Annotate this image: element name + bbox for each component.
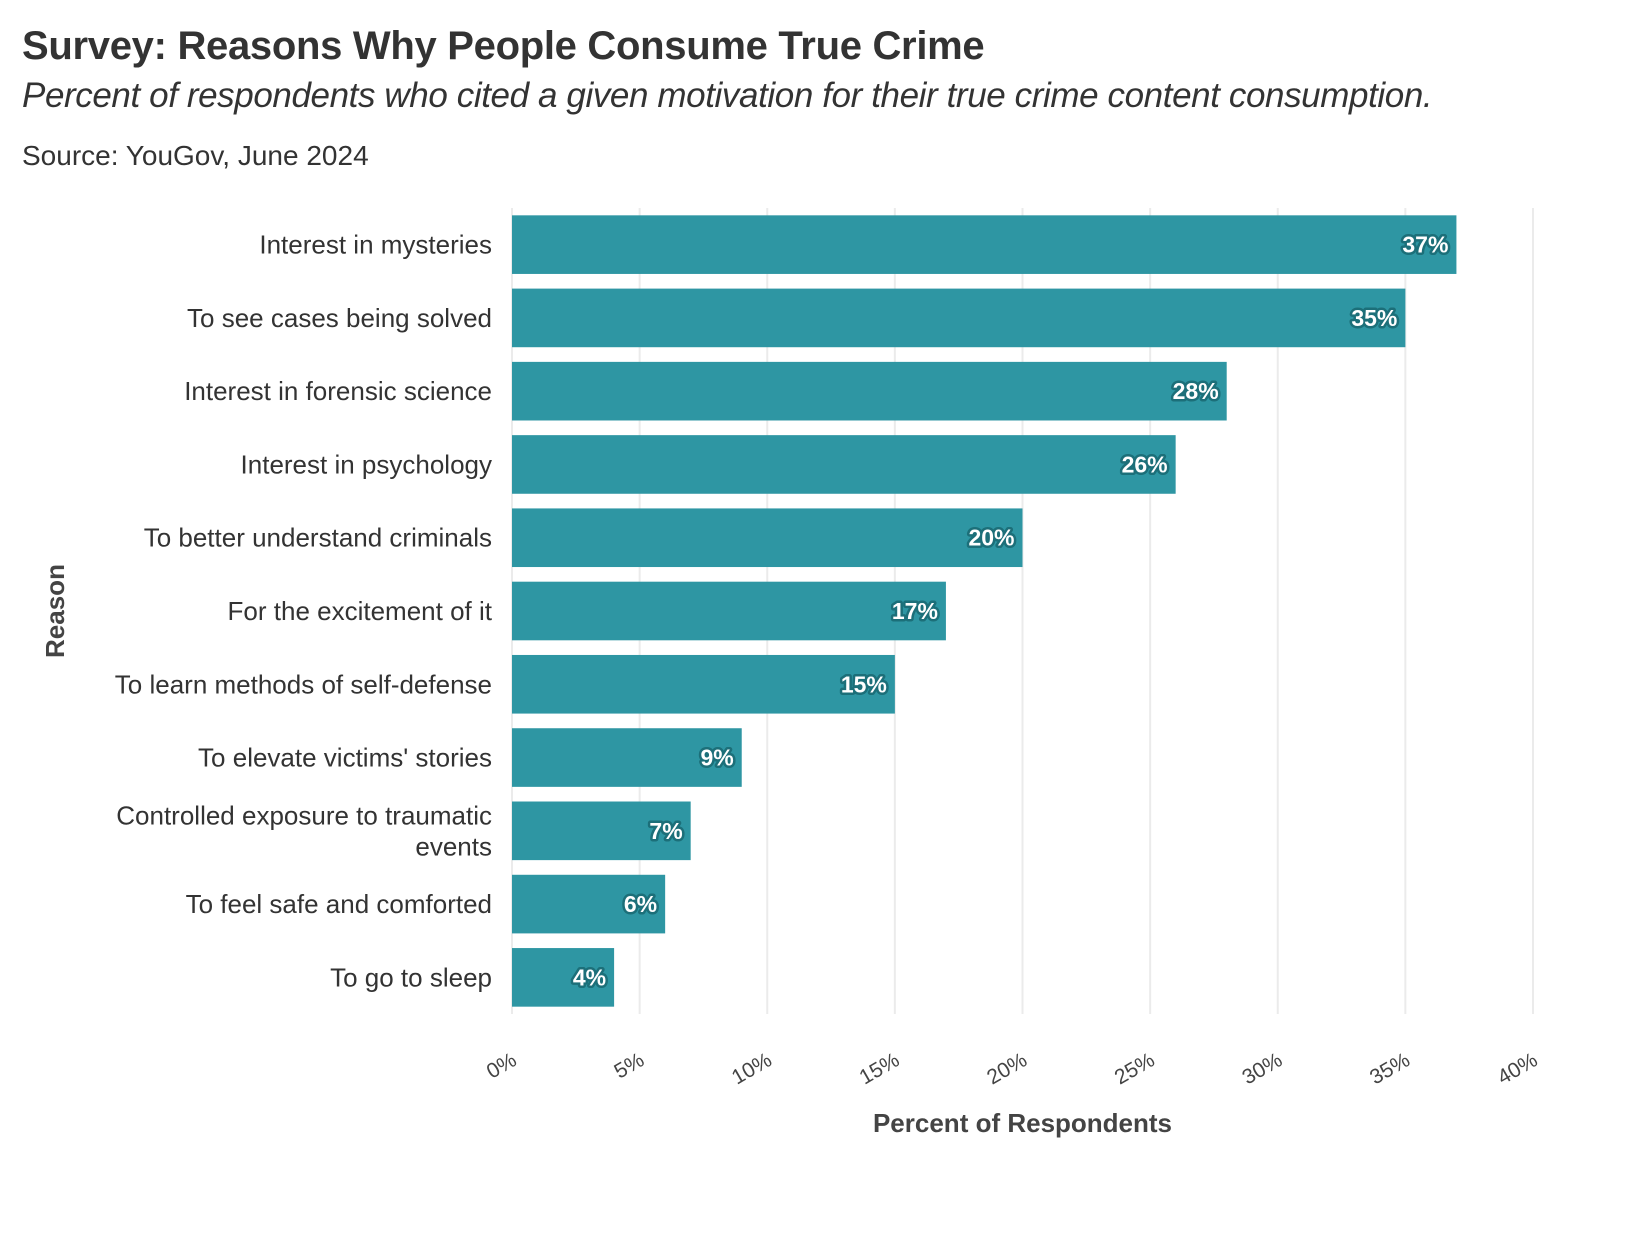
x-tick-label: 20%	[983, 1048, 1031, 1089]
bar	[512, 508, 1023, 568]
category-label: To learn methods of self-defense	[115, 669, 492, 699]
data-label: 28%	[1173, 378, 1219, 404]
bar	[512, 874, 666, 934]
chart-subtitle: Percent of respondents who cited a given…	[22, 76, 1433, 115]
data-label: 37%	[1402, 232, 1448, 258]
category-label: To better understand criminals	[144, 523, 492, 553]
category-label: To elevate victims' stories	[198, 743, 492, 773]
y-axis-title: Reason	[40, 564, 70, 658]
x-tick-label: 30%	[1238, 1048, 1286, 1089]
bar	[512, 801, 691, 861]
data-label: 15%	[841, 671, 887, 697]
bar	[512, 654, 895, 714]
data-label: 7%	[649, 818, 682, 844]
x-tick-label: 15%	[855, 1048, 903, 1089]
chart-source-caption: Source: YouGov, June 2024	[22, 140, 369, 171]
bar	[512, 435, 1176, 494]
x-tick-label: 5%	[610, 1048, 648, 1083]
data-label: 17%	[892, 598, 938, 624]
category-label: Interest in psychology	[241, 449, 492, 479]
x-tick-label: 10%	[728, 1048, 776, 1089]
x-tick-label: 35%	[1366, 1048, 1414, 1089]
data-label: 20%	[968, 525, 1014, 551]
data-label: 26%	[1122, 451, 1168, 477]
category-label: To go to sleep	[330, 962, 492, 992]
data-label: 9%	[700, 745, 733, 771]
category-label: Interest in forensic science	[184, 376, 492, 406]
bar	[512, 728, 742, 787]
bar	[512, 581, 946, 641]
chart-title: Survey: Reasons Why People Consume True …	[22, 24, 985, 68]
x-axis-title: Percent of Respondents	[873, 1108, 1172, 1138]
category-labels: Interest in mysteries To see cases being …	[115, 230, 493, 993]
data-labels: 37% 35% 28% 26% 20% 17% 15% 9% 7% 6% 4%	[570, 229, 1451, 993]
data-label: 4%	[573, 964, 606, 990]
data-label: 35%	[1351, 305, 1397, 331]
bar	[512, 948, 615, 1007]
category-label: For the excitement of it	[228, 596, 493, 626]
category-label: Interest in mysteries	[259, 230, 492, 260]
x-tick-label: 25%	[1111, 1048, 1159, 1089]
bar	[512, 361, 1227, 421]
category-label: To feel safe and comforted	[186, 889, 492, 919]
x-tick-label: 40%	[1494, 1048, 1542, 1089]
category-label: To see cases being solved	[187, 303, 492, 333]
x-tick-labels: 0% 5% 10% 15% 20% 25% 30% 35% 40%	[483, 1048, 1542, 1089]
bar	[512, 215, 1457, 274]
bar	[512, 288, 1406, 348]
category-label: Controlled exposure to traumatic events	[116, 800, 492, 861]
x-tick-label: 0%	[483, 1048, 521, 1083]
data-label: 6%	[624, 891, 657, 917]
bars	[512, 215, 1457, 1007]
